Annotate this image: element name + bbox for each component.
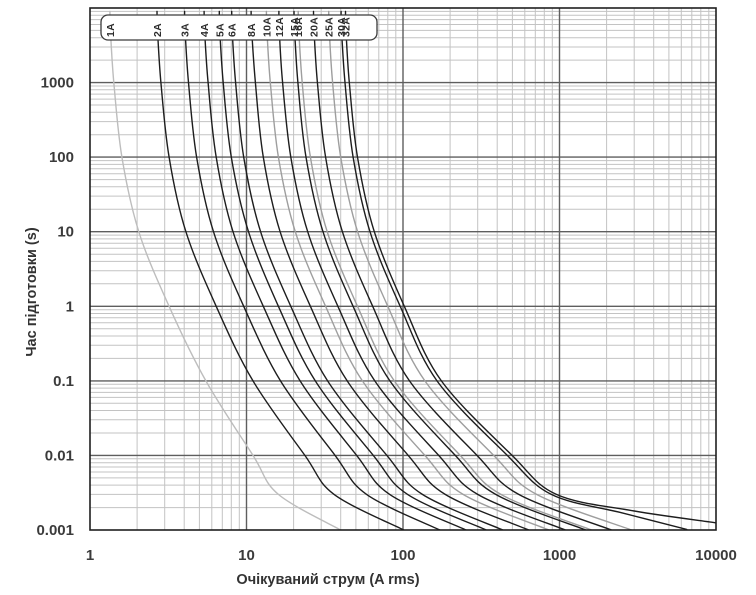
rating-label-32A: 32A	[340, 17, 352, 37]
y-tick-10: 10	[57, 224, 74, 241]
curve-16A	[297, 10, 593, 530]
rating-label-5A: 5A	[214, 23, 226, 37]
rating-label-6A: 6A	[227, 23, 239, 37]
rating-label-box-frame	[100, 14, 378, 41]
rating-label-15A: 15A	[289, 17, 301, 37]
y-tick-0.001: 0.001	[36, 522, 74, 539]
curve-15A	[293, 10, 587, 530]
rating-label-20A: 20A	[309, 17, 321, 37]
rating-label-25A: 25A	[324, 17, 336, 37]
rating-label-10A: 10A	[261, 17, 273, 37]
rating-label-3A: 3A	[180, 23, 192, 37]
curve-25A	[328, 10, 633, 530]
rating-label-2A: 2A	[152, 23, 164, 37]
y-axis-title: Час підготовки (s)	[24, 227, 40, 356]
x-tick-1000: 1000	[543, 547, 576, 564]
axis-tick-labels: 1 10 100 1000 10000 1000 100 10 1 0.1 0.01 0.001	[36, 75, 736, 564]
rating-label-4A: 4A	[199, 23, 211, 37]
rating-label-30A: 30A	[336, 17, 348, 37]
y-tick-0.01: 0.01	[45, 447, 74, 464]
curve-8A	[250, 10, 530, 530]
x-tick-1: 1	[86, 547, 94, 564]
rating-label-1A: 1A	[105, 23, 117, 37]
curve-5A	[218, 10, 487, 530]
y-tick-100: 100	[49, 149, 74, 166]
x-tick-100: 100	[390, 547, 415, 564]
curve-10A	[265, 10, 550, 530]
x-tick-10000: 10000	[695, 547, 737, 564]
curve-32A	[344, 10, 716, 524]
curve-4A	[203, 10, 467, 530]
curve-30A	[340, 10, 688, 530]
x-tick-10: 10	[238, 547, 255, 564]
log-log-grid	[90, 8, 716, 530]
curve-3A	[183, 10, 441, 530]
curve-6A	[231, 10, 504, 530]
fuse-curves	[109, 10, 716, 530]
curve-1A	[109, 10, 342, 530]
curve-12A	[278, 10, 567, 530]
curve-20A	[312, 10, 613, 530]
curve-2A	[156, 10, 405, 530]
rating-label-12A: 12A	[274, 17, 286, 37]
rating-label-8A: 8A	[246, 23, 258, 37]
y-tick-1000: 1000	[41, 75, 74, 92]
x-axis-title: Очікуваний струм (A rms)	[236, 572, 419, 588]
y-tick-1: 1	[66, 298, 74, 315]
rating-label-16A: 16A	[293, 17, 305, 37]
y-tick-0.1: 0.1	[53, 373, 74, 390]
plot-border	[89, 7, 717, 531]
